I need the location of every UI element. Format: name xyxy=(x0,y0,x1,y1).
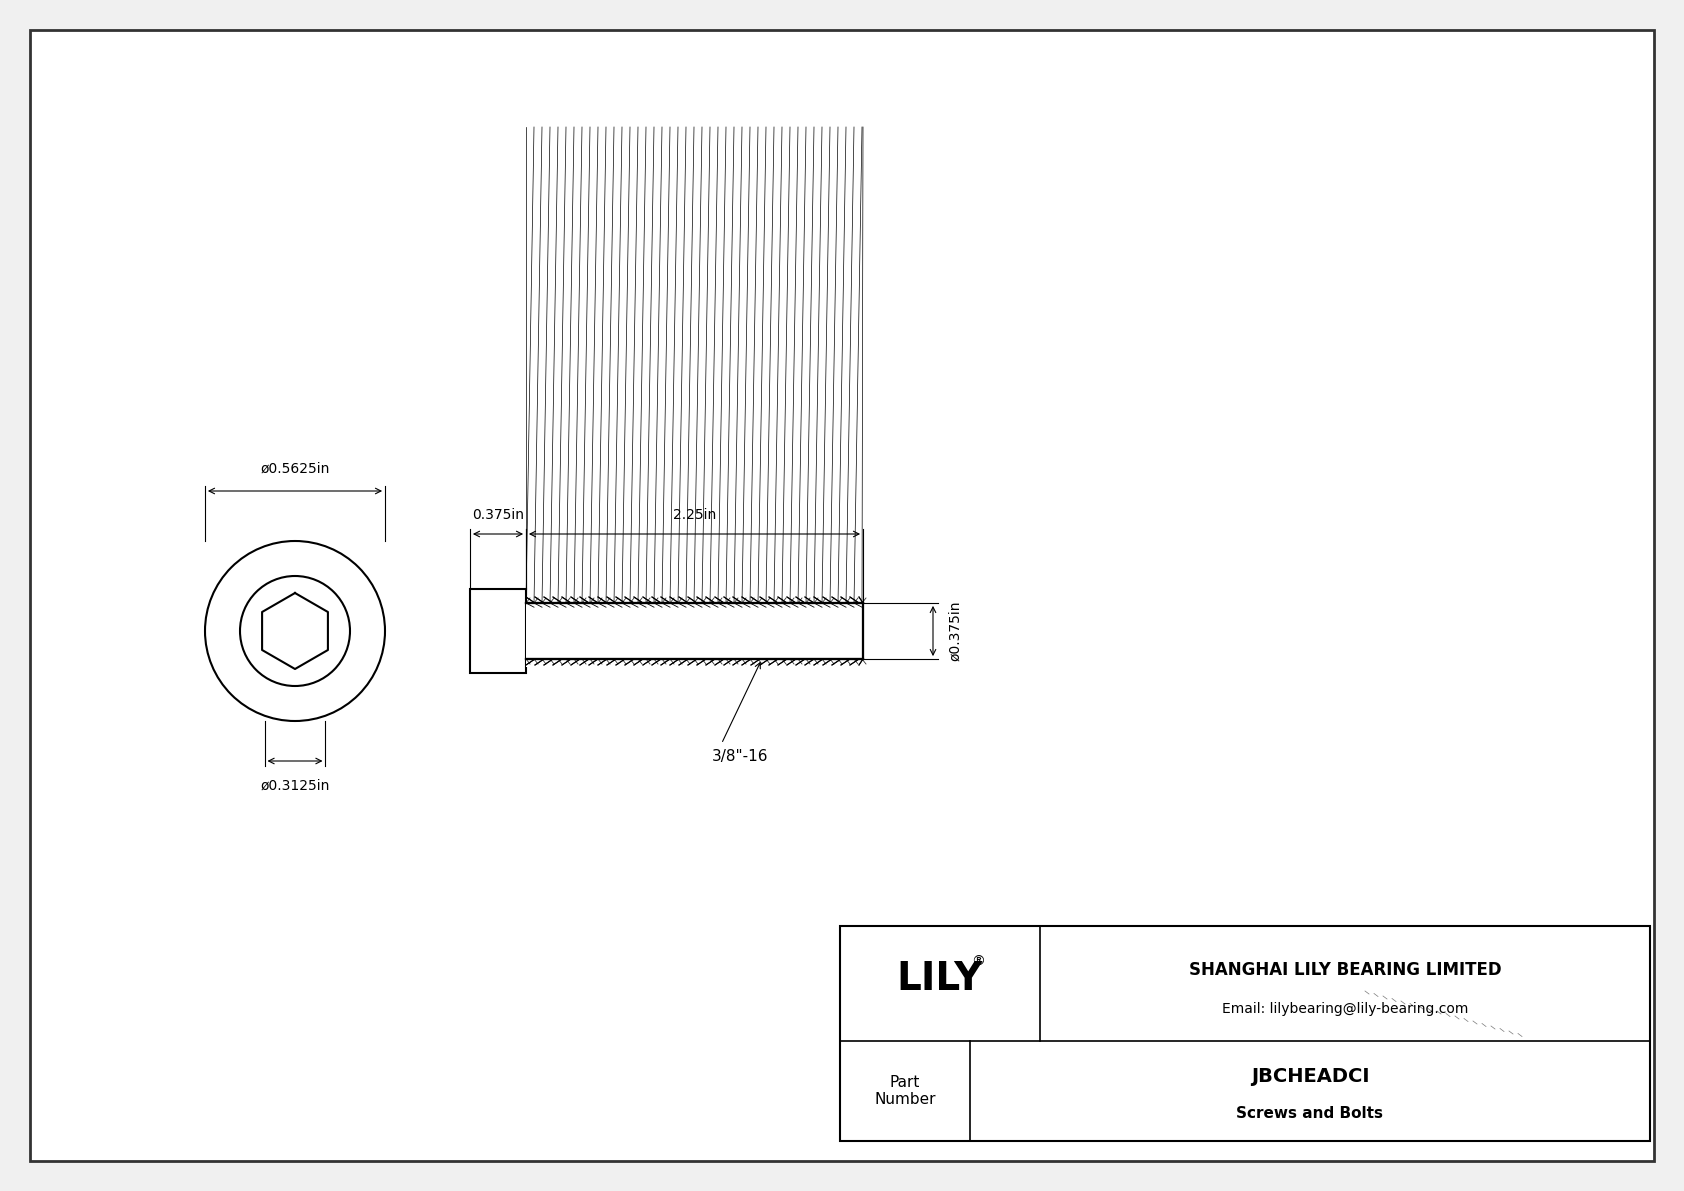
Text: Part
Number: Part Number xyxy=(874,1074,936,1108)
Text: ®: ® xyxy=(972,954,985,968)
Text: Email: lilybearing@lily-bearing.com: Email: lilybearing@lily-bearing.com xyxy=(1223,1002,1468,1016)
Bar xyxy=(470,590,525,673)
Text: 0.375in: 0.375in xyxy=(472,509,524,522)
Text: Screws and Bolts: Screws and Bolts xyxy=(1236,1105,1384,1121)
Bar xyxy=(525,596,867,667)
FancyBboxPatch shape xyxy=(30,30,1654,1161)
Text: ø0.375in: ø0.375in xyxy=(948,600,962,661)
Text: JBCHEADCI: JBCHEADCI xyxy=(1251,1066,1369,1085)
Text: ø0.3125in: ø0.3125in xyxy=(261,779,330,793)
Text: ø0.5625in: ø0.5625in xyxy=(261,462,330,476)
Polygon shape xyxy=(1330,975,1376,986)
Bar xyxy=(840,925,1650,1141)
Bar xyxy=(525,603,862,659)
Polygon shape xyxy=(1366,991,1531,1050)
Text: 3/8"-16: 3/8"-16 xyxy=(711,749,768,763)
Text: LILY: LILY xyxy=(898,960,983,998)
Circle shape xyxy=(205,541,386,721)
Text: SHANGHAI LILY BEARING LIMITED: SHANGHAI LILY BEARING LIMITED xyxy=(1189,961,1502,979)
Polygon shape xyxy=(1330,975,1366,1016)
Text: 2.25in: 2.25in xyxy=(674,509,716,522)
